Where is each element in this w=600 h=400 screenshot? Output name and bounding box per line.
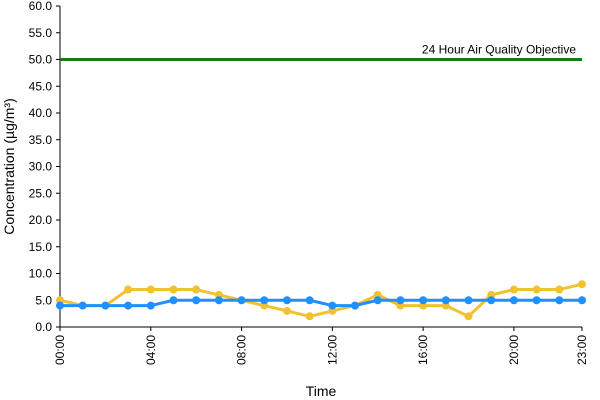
y-tick-label: 0.0 xyxy=(35,320,52,334)
y-tick-label: 10.0 xyxy=(29,267,53,281)
y-tick-label: 50.0 xyxy=(29,53,53,67)
x-tick-label: 20:00 xyxy=(507,335,521,365)
data-point xyxy=(192,285,201,294)
y-tick-label: 35.0 xyxy=(29,133,53,147)
x-tick-label: 08:00 xyxy=(235,335,249,365)
y-axis-label: Concentration (µg/m³) xyxy=(1,98,17,234)
x-tick-label: 23:00 xyxy=(575,335,589,365)
data-point xyxy=(124,301,133,310)
data-point xyxy=(509,285,518,294)
y-tick-label: 55.0 xyxy=(29,26,53,40)
data-point xyxy=(169,285,178,294)
x-tick-label: 04:00 xyxy=(144,335,158,365)
data-point xyxy=(78,301,87,310)
data-point xyxy=(282,306,291,315)
data-point xyxy=(237,296,246,305)
series-layer xyxy=(56,280,586,321)
series-2 xyxy=(56,296,586,310)
x-tick-label: 00:00 xyxy=(53,335,67,365)
data-point xyxy=(532,296,541,305)
y-tick-label: 30.0 xyxy=(29,160,53,174)
y-tick-label: 40.0 xyxy=(29,106,53,120)
data-point xyxy=(578,296,586,305)
y-tick-label: 20.0 xyxy=(29,213,53,227)
data-point xyxy=(260,296,269,305)
data-point xyxy=(146,285,155,294)
data-point xyxy=(124,285,133,294)
data-point xyxy=(532,285,541,294)
data-point xyxy=(328,301,337,310)
data-point xyxy=(373,296,382,305)
data-point xyxy=(419,296,428,305)
y-tick-label: 25.0 xyxy=(29,186,53,200)
data-point xyxy=(192,296,201,305)
data-point xyxy=(282,296,291,305)
data-point xyxy=(441,296,450,305)
data-point xyxy=(305,296,314,305)
data-point xyxy=(396,296,405,305)
y-tick-label: 60.0 xyxy=(29,0,53,13)
y-axis-ticks: 0.0 5.0 10.0 15.0 20.0 25.0 30.0 35.0 40.0 45.0 50… xyxy=(29,0,60,334)
y-tick-label: 45.0 xyxy=(29,79,53,93)
series-line xyxy=(60,298,582,308)
data-point xyxy=(146,301,155,310)
data-point xyxy=(509,296,518,305)
data-point xyxy=(555,296,564,305)
x-axis-ticks: 00:00 04:00 08:00 12:00 16:00 20:00 23:00 xyxy=(53,327,589,365)
data-point xyxy=(578,280,586,289)
data-point xyxy=(487,296,496,305)
data-point xyxy=(56,301,64,310)
objective-label: 24 Hour Air Quality Objective xyxy=(422,43,576,57)
data-point xyxy=(305,312,314,321)
data-point xyxy=(464,312,473,321)
x-tick-label: 16:00 xyxy=(416,335,430,365)
data-point xyxy=(351,301,360,310)
data-point xyxy=(169,296,178,305)
y-tick-label: 5.0 xyxy=(35,293,52,307)
data-point xyxy=(464,296,473,305)
y-tick-label: 15.0 xyxy=(29,240,53,254)
x-axis-label: Time xyxy=(306,383,337,399)
data-point xyxy=(101,301,110,310)
data-point xyxy=(555,285,564,294)
data-point xyxy=(214,296,223,305)
x-tick-label: 12:00 xyxy=(325,335,339,365)
